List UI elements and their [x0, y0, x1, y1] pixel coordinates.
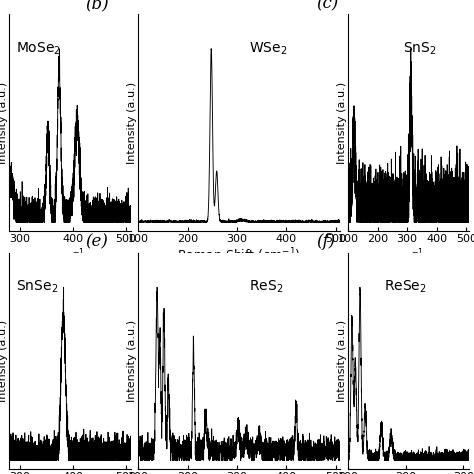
Y-axis label: Intensity (a.u.): Intensity (a.u.): [337, 82, 346, 164]
Text: (f): (f): [316, 233, 336, 250]
Text: WSe$_2$: WSe$_2$: [249, 40, 288, 56]
Text: MoSe$_2$: MoSe$_2$: [16, 40, 61, 56]
Y-axis label: Intensity (a.u.): Intensity (a.u.): [127, 320, 137, 402]
Y-axis label: Intensity (a.u.): Intensity (a.u.): [0, 320, 8, 402]
X-axis label: cm$^{-1}$: cm$^{-1}$: [394, 246, 423, 263]
Y-axis label: Intensity (a.u.): Intensity (a.u.): [127, 82, 137, 164]
Text: SnSe$_2$: SnSe$_2$: [16, 279, 58, 295]
Y-axis label: Intensity (a.u.): Intensity (a.u.): [0, 82, 8, 164]
Text: (e): (e): [86, 233, 109, 250]
X-axis label: cm$^{-1}$: cm$^{-1}$: [55, 246, 85, 263]
Text: ReSe$_2$: ReSe$_2$: [384, 279, 427, 295]
Y-axis label: Intensity (a.u.): Intensity (a.u.): [337, 320, 346, 402]
Text: SnS$_2$: SnS$_2$: [402, 40, 436, 56]
Text: (c): (c): [316, 0, 338, 12]
Text: (b): (b): [86, 0, 109, 12]
X-axis label: Raman Shift (cm$^{-1}$): Raman Shift (cm$^{-1}$): [177, 246, 301, 264]
Text: ReS$_2$: ReS$_2$: [249, 279, 284, 295]
